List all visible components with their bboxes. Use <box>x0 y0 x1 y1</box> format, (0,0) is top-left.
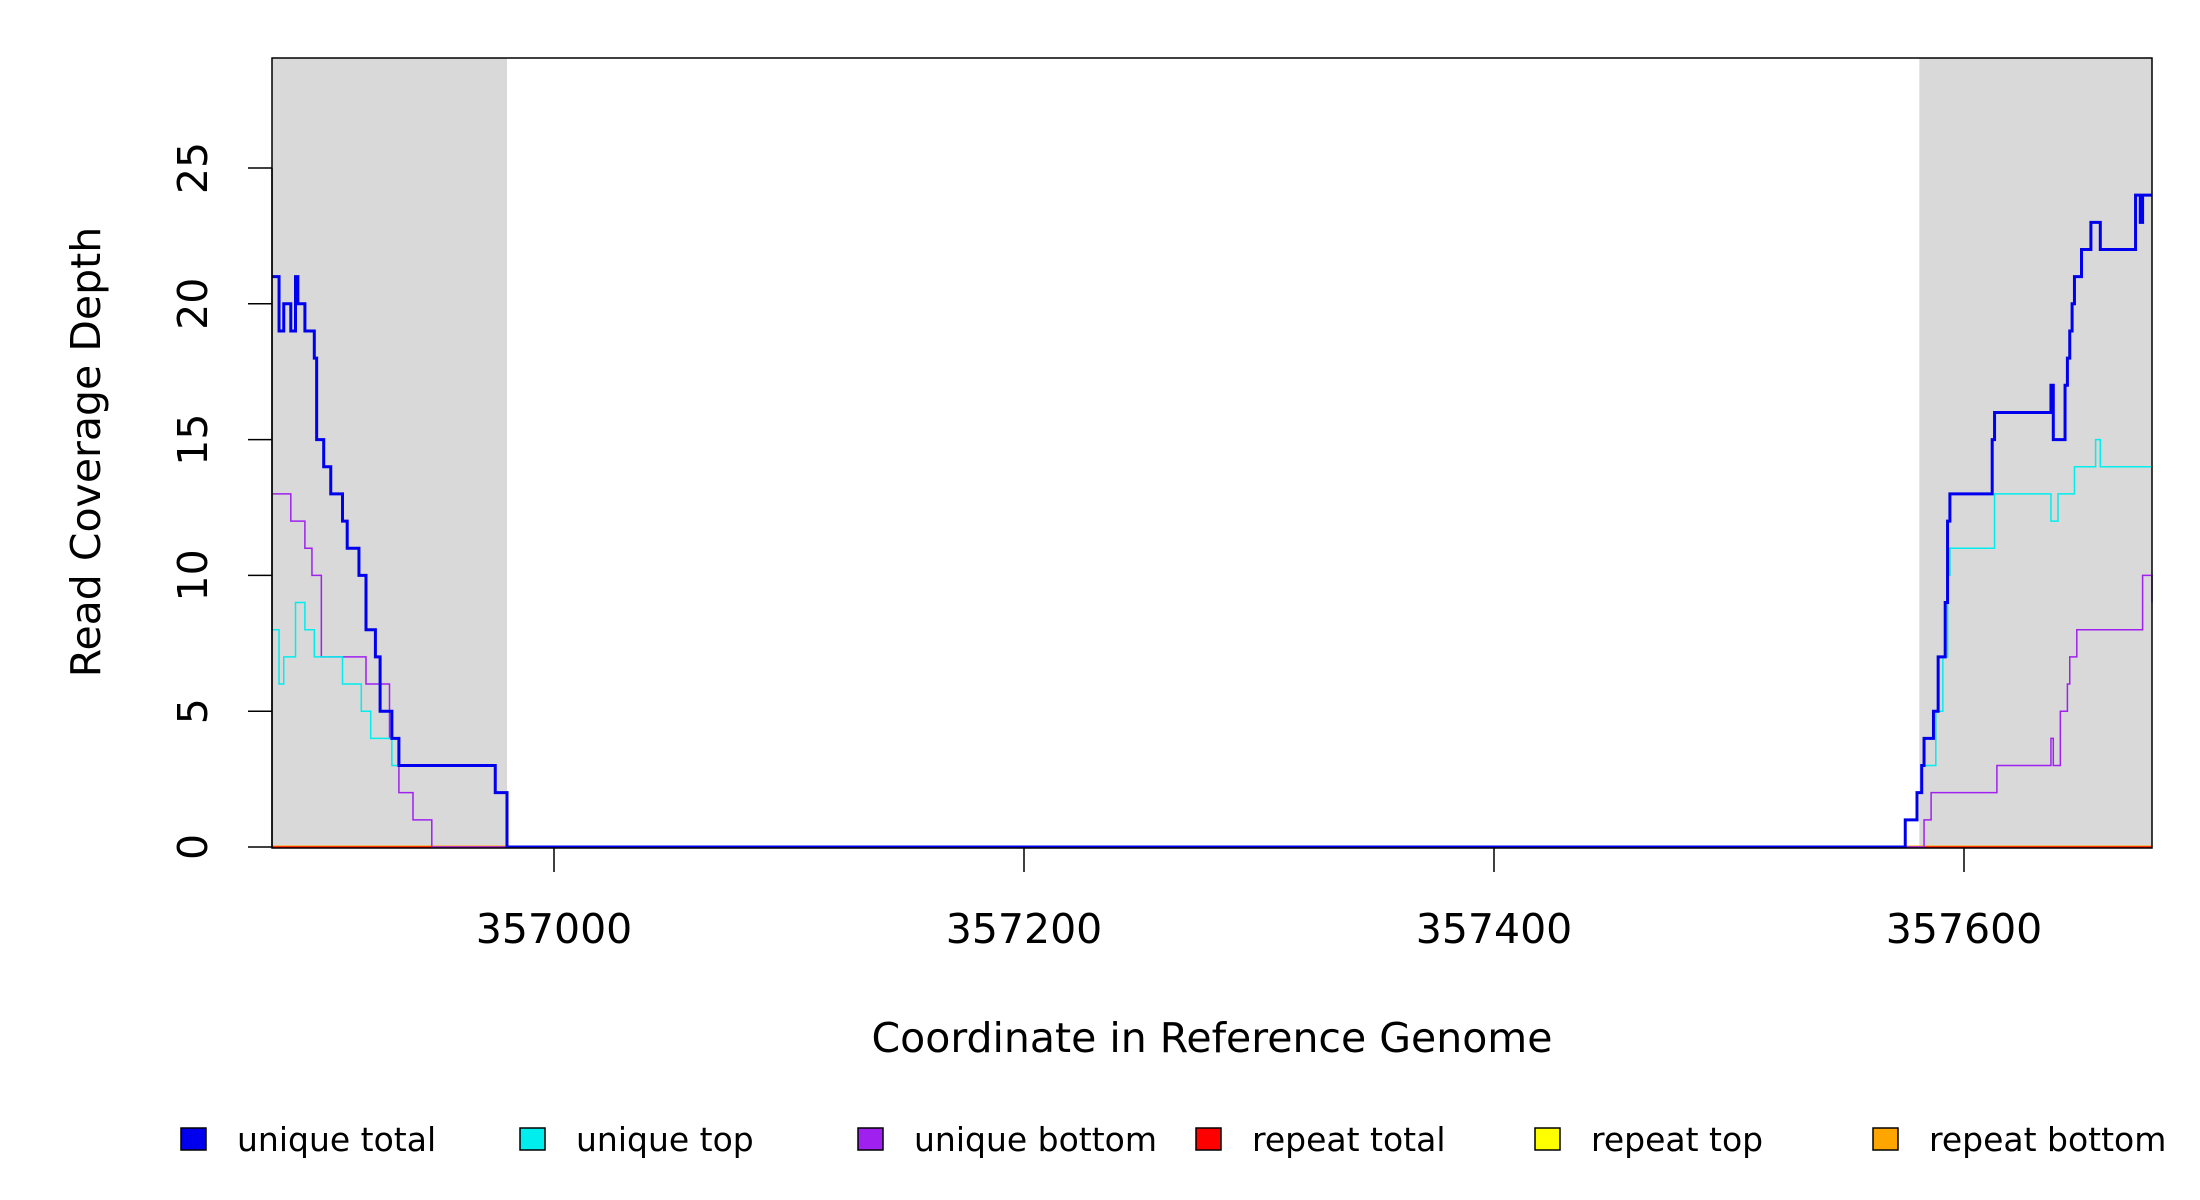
legend-item-repeat-top: repeat top <box>1534 1120 1763 1159</box>
series-line-unique-total <box>272 193 2152 849</box>
shaded-region-1 <box>1919 58 2152 848</box>
legend-swatch <box>180 1127 207 1151</box>
legend: unique total unique top unique bottom repea… <box>180 1120 2166 1159</box>
plot-frame <box>271 57 2153 849</box>
x-tick-label: 357200 <box>946 905 1103 953</box>
legend-swatch <box>857 1127 884 1151</box>
y-tick-label: 15 <box>169 414 217 466</box>
legend-label: repeat bottom <box>1929 1120 2166 1159</box>
x-tick-label: 357400 <box>1416 905 1573 953</box>
legend-item-repeat-bottom: repeat bottom <box>1872 1120 2166 1159</box>
legend-label: unique bottom <box>914 1120 1157 1159</box>
series-line-unique-bottom <box>272 493 2153 848</box>
legend-item-unique-total: unique total <box>180 1120 436 1159</box>
legend-item-unique-top: unique top <box>519 1120 754 1159</box>
y-tick-label: 5 <box>169 698 217 724</box>
y-tick-label: 0 <box>169 834 217 860</box>
legend-label: unique total <box>237 1120 436 1159</box>
legend-swatch <box>1534 1127 1561 1151</box>
x-tick-label: 357000 <box>476 905 633 953</box>
legend-swatch <box>1872 1127 1899 1151</box>
legend-label: repeat total <box>1252 1120 1446 1159</box>
x-axis-title: Coordinate in Reference Genome <box>872 1014 1553 1062</box>
y-axis-title: Read Coverage Depth <box>62 227 110 677</box>
legend-item-repeat-total: repeat total <box>1195 1120 1446 1159</box>
legend-label: repeat top <box>1591 1120 1763 1159</box>
shaded-regions <box>272 58 2152 848</box>
y-axis: 0 5 10 15 20 25 <box>169 142 273 860</box>
y-tick-label: 20 <box>169 278 217 330</box>
x-tick-label: 357600 <box>1886 905 2043 953</box>
legend-label: unique top <box>576 1120 754 1159</box>
coverage-series <box>272 193 2153 849</box>
series-line-unique-top <box>272 438 2152 848</box>
x-axis: 357000 357200 357400 357600 <box>476 848 2043 953</box>
y-tick-label: 10 <box>169 549 217 601</box>
y-tick-label: 25 <box>169 142 217 194</box>
legend-swatch <box>519 1127 546 1151</box>
legend-swatch <box>1195 1127 1222 1151</box>
legend-item-unique-bottom: unique bottom <box>857 1120 1157 1159</box>
